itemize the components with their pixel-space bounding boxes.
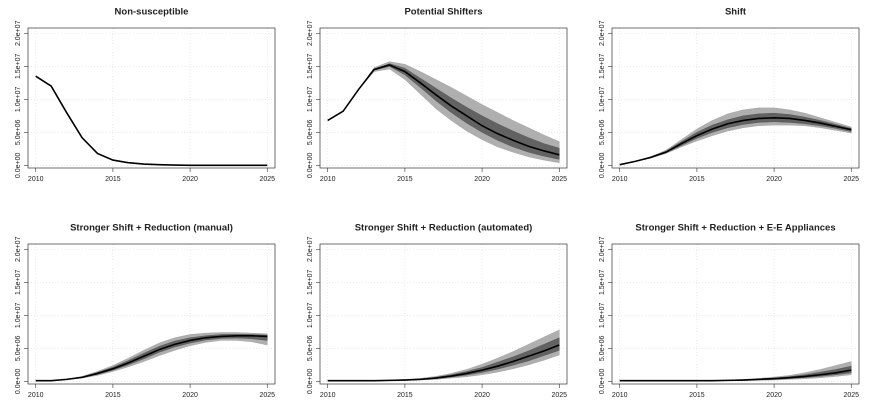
x-tick-label: 2010 xyxy=(612,392,628,399)
band xyxy=(619,365,852,381)
x-tick-label: 2025 xyxy=(551,392,567,399)
x-tick-label: 2015 xyxy=(397,392,413,399)
x-tick-label: 2025 xyxy=(259,392,275,399)
x-tick-label: 2010 xyxy=(28,392,44,399)
band xyxy=(35,332,268,381)
x-tick-label: 2025 xyxy=(843,392,859,399)
y-tick-label: 0.0e+00 xyxy=(307,369,314,395)
x-tick-label: 2020 xyxy=(766,392,782,399)
plot-frame xyxy=(27,27,276,169)
x-tick-label: 2010 xyxy=(612,176,628,183)
y-tick-label: 1.0e+07 xyxy=(15,302,22,328)
x-tick-label: 2025 xyxy=(843,176,859,183)
y-tick-label: 2.0e+07 xyxy=(15,20,22,46)
band xyxy=(35,333,268,381)
y-tick-label: 5.0e+06 xyxy=(599,335,606,361)
x-tick-label: 2015 xyxy=(689,176,705,183)
x-tick-label: 2015 xyxy=(105,392,121,399)
series-line xyxy=(35,75,268,167)
y-tick-label: 1.0e+07 xyxy=(599,86,606,112)
y-tick-label: 1.5e+07 xyxy=(15,53,22,79)
y-tick-label: 0.0e+00 xyxy=(599,153,606,179)
x-tick-label: 2015 xyxy=(689,392,705,399)
y-tick-label: 5.0e+06 xyxy=(307,119,314,145)
panel-title: Shift xyxy=(725,7,747,18)
x-tick-label: 2020 xyxy=(474,176,490,183)
plot-frame xyxy=(27,243,276,385)
series-line xyxy=(327,64,560,156)
panel-title: Non-susceptible xyxy=(115,7,189,18)
y-tick-label: 2.0e+07 xyxy=(307,20,314,46)
y-tick-label: 0.0e+00 xyxy=(15,153,22,179)
y-tick-label: 1.5e+07 xyxy=(599,53,606,79)
x-tick-label: 2020 xyxy=(182,176,198,183)
y-tick-label: 2.0e+07 xyxy=(599,236,606,262)
panel-title: Stronger Shift + Reduction (automated) xyxy=(355,223,533,234)
plot-frame xyxy=(611,243,860,385)
x-tick-label: 2010 xyxy=(28,176,44,183)
y-tick-label: 0.0e+00 xyxy=(599,369,606,395)
x-tick-label: 2020 xyxy=(474,392,490,399)
panel-title: Stronger Shift + Reduction + E-E Applian… xyxy=(635,223,835,234)
x-tick-label: 2010 xyxy=(320,392,336,399)
y-tick-label: 1.5e+07 xyxy=(307,53,314,79)
y-tick-label: 1.5e+07 xyxy=(307,269,314,295)
y-tick-label: 5.0e+06 xyxy=(307,335,314,361)
y-tick-label: 1.0e+07 xyxy=(307,302,314,328)
y-tick-label: 5.0e+06 xyxy=(15,119,22,145)
series-line xyxy=(619,369,852,382)
plot-frame xyxy=(611,27,860,169)
band xyxy=(619,361,852,381)
x-tick-label: 2020 xyxy=(182,392,198,399)
x-tick-label: 2015 xyxy=(105,176,121,183)
panel-title: Stronger Shift + Reduction (manual) xyxy=(70,223,233,234)
y-tick-label: 1.0e+07 xyxy=(599,302,606,328)
y-tick-label: 1.0e+07 xyxy=(15,86,22,112)
plot-frame xyxy=(319,243,568,385)
y-tick-label: 0.0e+00 xyxy=(15,369,22,395)
series-line xyxy=(619,117,852,166)
y-tick-label: 2.0e+07 xyxy=(307,236,314,262)
series-line xyxy=(35,334,268,382)
x-tick-label: 2015 xyxy=(397,176,413,183)
series-line xyxy=(327,344,560,382)
y-tick-label: 0.0e+00 xyxy=(307,153,314,179)
y-tick-label: 2.0e+07 xyxy=(15,236,22,262)
x-tick-label: 2025 xyxy=(259,176,275,183)
y-tick-label: 2.0e+07 xyxy=(599,20,606,46)
y-tick-label: 1.5e+07 xyxy=(15,269,22,295)
x-tick-label: 2020 xyxy=(766,176,782,183)
y-tick-label: 5.0e+06 xyxy=(599,119,606,145)
y-tick-label: 1.0e+07 xyxy=(307,86,314,112)
y-tick-label: 1.5e+07 xyxy=(599,269,606,295)
y-tick-label: 5.0e+06 xyxy=(15,335,22,361)
x-tick-label: 2010 xyxy=(320,176,336,183)
x-tick-label: 2025 xyxy=(551,176,567,183)
band xyxy=(327,337,560,381)
plot-frame xyxy=(319,27,568,169)
panel-title: Potential Shifters xyxy=(404,7,482,18)
